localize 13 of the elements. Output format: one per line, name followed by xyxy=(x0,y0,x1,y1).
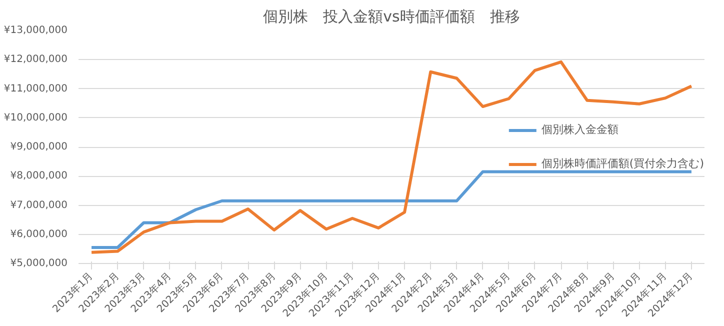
y-tick-label: ¥9,000,000 xyxy=(10,142,68,152)
y-tick-label: ¥11,000,000 xyxy=(4,83,68,94)
y-tick-label: ¥6,000,000 xyxy=(10,228,68,240)
y-tick-label: ¥7,000,000 xyxy=(10,200,68,211)
chart-title: 個別株 投入金額vs時価評価額 推移 xyxy=(263,8,520,26)
legend-label: 個別株時価評価額(買付余力含む) xyxy=(541,156,704,171)
line-series xyxy=(90,170,693,249)
y-tick-label: ¥13,000,000 xyxy=(4,25,68,36)
y-tick-label: ¥8,000,000 xyxy=(10,170,68,182)
y-tick-label: ¥5,000,000 xyxy=(10,258,68,269)
y-tick-label: ¥10,000,000 xyxy=(4,112,68,124)
legend-label: 個別株入金金額 xyxy=(541,122,618,137)
y-tick-label: ¥12,000,000 xyxy=(4,54,68,66)
